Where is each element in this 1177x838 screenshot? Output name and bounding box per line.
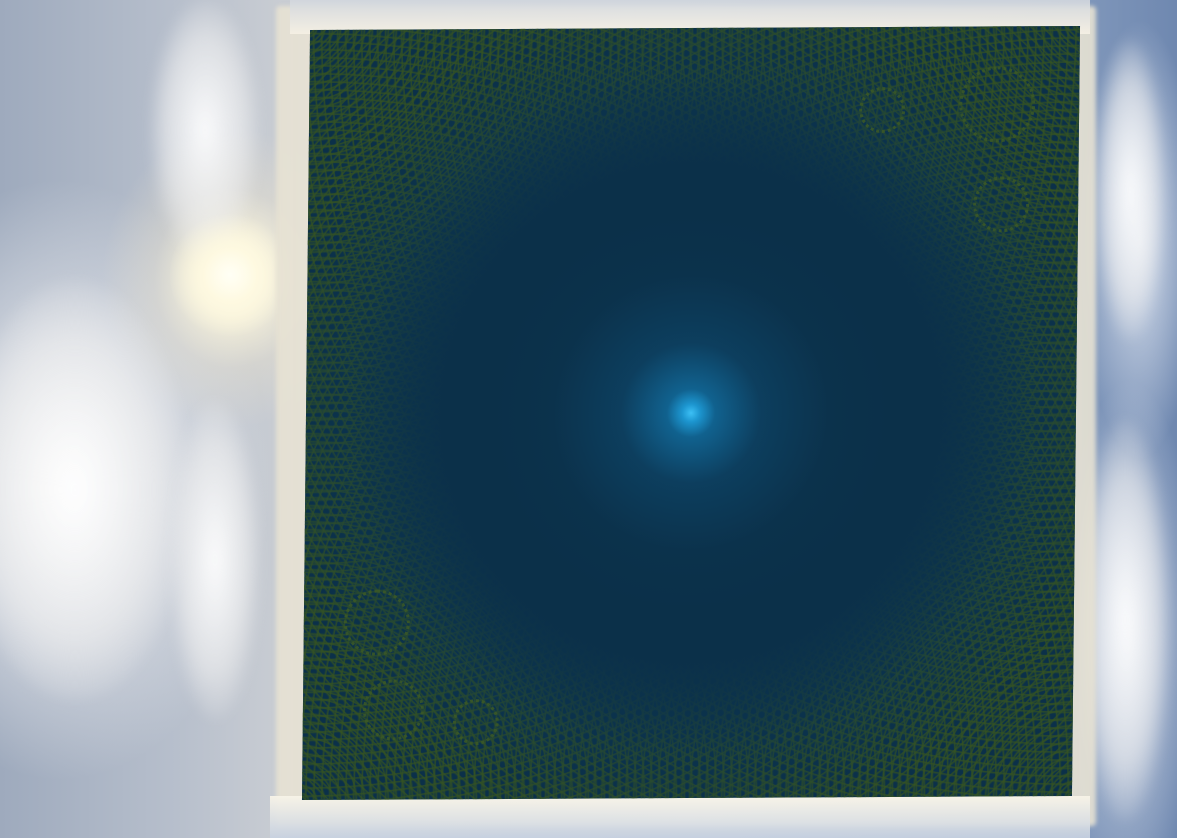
cloud bbox=[1095, 40, 1165, 340]
water-frame-bottom bbox=[270, 796, 1090, 838]
cloud bbox=[0, 280, 190, 700]
sun bbox=[170, 210, 290, 340]
sun-reflection bbox=[301, 25, 1081, 801]
cloud bbox=[170, 400, 260, 720]
water-plane[interactable] bbox=[301, 25, 1081, 801]
